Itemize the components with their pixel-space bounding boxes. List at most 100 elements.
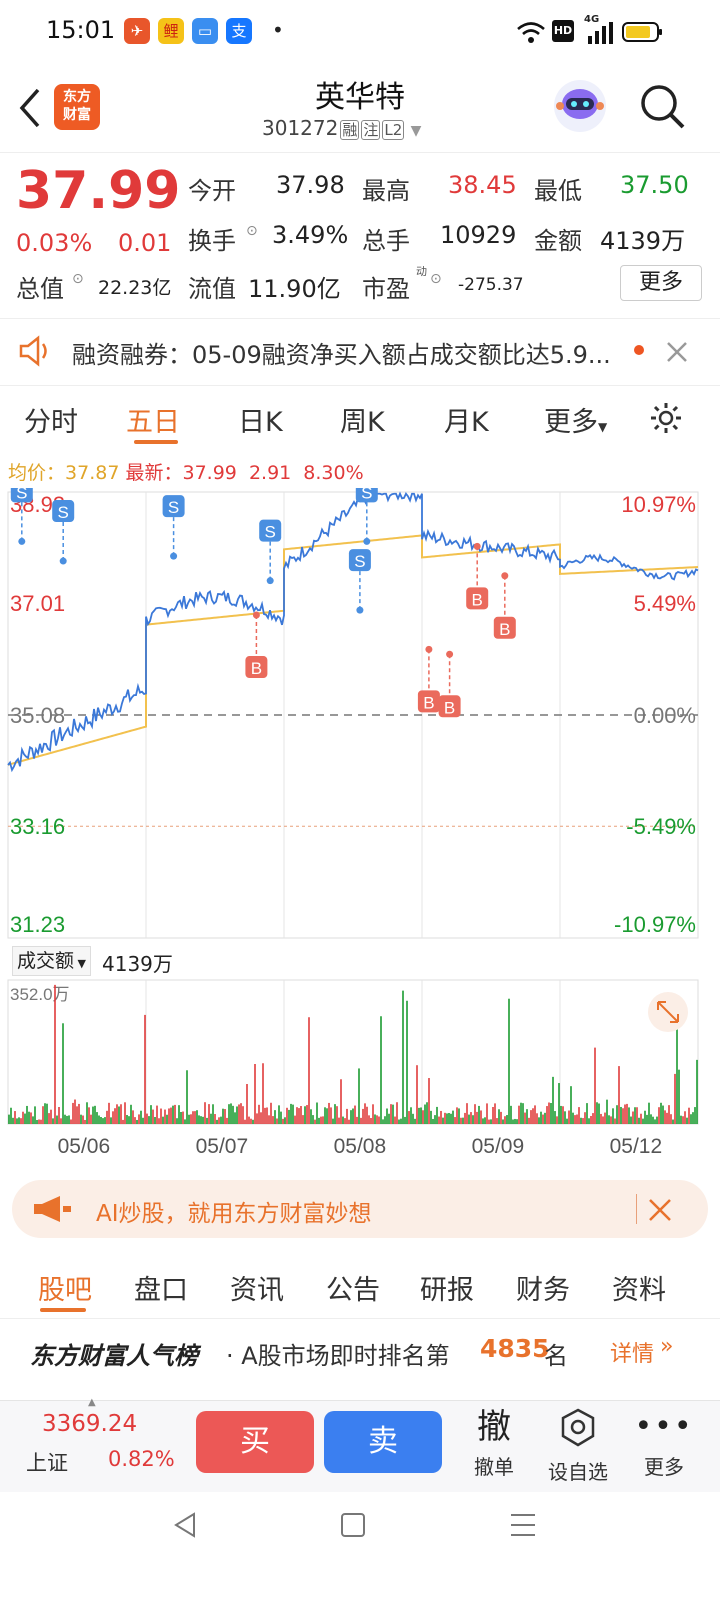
- info-icon[interactable]: ⊙: [72, 271, 84, 287]
- signal-icon: [588, 22, 613, 44]
- last-price: 37.99: [16, 161, 181, 221]
- tab-research[interactable]: 研报: [420, 1275, 474, 1306]
- tab-five-day[interactable]: 五日: [126, 407, 180, 438]
- market-cap-label: 总值: [16, 275, 64, 303]
- app-notification-icon: 鲤: [158, 18, 184, 44]
- index-pct: 0.82%: [108, 1447, 175, 1471]
- sell-button[interactable]: 卖: [324, 1411, 442, 1473]
- system-nav-bar: [0, 1492, 720, 1600]
- marker-label: S: [58, 503, 69, 522]
- chart-period-tabs: 分时 五日 日K 周K 月K 更多▼: [0, 390, 720, 450]
- tab-weekly-k[interactable]: 周K: [340, 407, 385, 438]
- y-tick-label-right: -5.49%: [626, 814, 696, 839]
- settings-gear-icon[interactable]: [648, 400, 684, 436]
- avg-label: 均价：: [8, 462, 66, 484]
- app-notification-icon: ▭: [192, 18, 218, 44]
- sell-marker-badge: [348, 549, 371, 572]
- search-icon[interactable]: [638, 82, 686, 130]
- x-tick-label: 05/12: [610, 1135, 663, 1158]
- price-line: [7, 491, 699, 773]
- low-value: 37.50: [620, 171, 689, 199]
- amount-label: 金额: [534, 227, 582, 255]
- marker-point: [356, 606, 364, 614]
- back-icon[interactable]: [14, 86, 44, 130]
- rank-number: 4835: [480, 1334, 550, 1363]
- cancel-label: 撤单: [474, 1455, 514, 1479]
- tab-monthly-k[interactable]: 月K: [444, 407, 489, 438]
- market-cap-value: 22.23亿: [98, 277, 172, 299]
- volume-selector[interactable]: 成交额 ▼: [12, 946, 91, 976]
- change-percent: 0.03%: [16, 229, 93, 257]
- rank-detail-link[interactable]: 详情: [610, 1342, 655, 1367]
- robot-assistant-icon[interactable]: [552, 78, 608, 134]
- active-tab-indicator: [40, 1308, 86, 1312]
- amount-value: 4139万: [600, 227, 686, 255]
- volume-value: 10929: [440, 221, 517, 249]
- tab-news[interactable]: 资讯: [230, 1275, 284, 1306]
- tab-daily-k[interactable]: 日K: [238, 407, 283, 438]
- close-icon[interactable]: [666, 341, 688, 363]
- marker-point: [18, 537, 26, 545]
- info-icon[interactable]: ⊙: [430, 271, 442, 287]
- avg-value: 37.87: [65, 462, 120, 484]
- status-bar: 15:01 ✈ 鲤 ▭ 支 • HD 4G: [0, 0, 720, 64]
- more-quote-button[interactable]: 更多: [620, 265, 702, 301]
- volume-chart[interactable]: 352.0万 05/06 05/07 05/08 05/09 05/12: [0, 978, 720, 1168]
- volume-selector-label: 成交额: [17, 950, 75, 972]
- watchlist-icon: [561, 1408, 595, 1447]
- tab-orderbook[interactable]: 盘口: [134, 1275, 188, 1306]
- marker-label: B: [444, 698, 455, 717]
- level2-tag: L2: [382, 120, 405, 140]
- buy-button[interactable]: 买: [196, 1411, 314, 1473]
- nav-home-icon[interactable]: [340, 1512, 366, 1538]
- expand-caret-icon[interactable]: ▲: [88, 1397, 96, 1408]
- quote-panel: 37.99 0.03% 0.01 今开 37.98 最高 38.45 最低 37…: [0, 152, 720, 313]
- bottom-trade-bar: ▲ 3369.24 上证 0.82% 买 卖 撤 撤单 设自选 ••• 更多: [0, 1397, 720, 1493]
- buy-marker-badge: [417, 690, 440, 713]
- marker-label: B: [472, 590, 483, 609]
- active-tab-indicator: [134, 440, 178, 444]
- ai-ad-banner[interactable]: AI炒股，就用东方财富妙想: [12, 1180, 708, 1238]
- x-tick-label: 05/08: [334, 1135, 387, 1158]
- margin-tag: 融: [340, 120, 360, 140]
- margin-notice-bar[interactable]: 融资融券：05-09融资净买入额占成交额比达5.9...: [0, 318, 720, 386]
- y-tick-label-right: 0.00%: [634, 703, 696, 728]
- logo-text-line1: 东方: [63, 89, 91, 105]
- dropdown-caret-icon: ▼: [598, 420, 608, 434]
- buy-marker-badge: [466, 587, 489, 610]
- eastmoney-logo: 东方 财富: [54, 84, 100, 130]
- tab-announcements[interactable]: 公告: [326, 1275, 380, 1306]
- y-tick-label-right: -10.97%: [614, 912, 696, 937]
- marker-label: S: [361, 488, 372, 502]
- stock-code-row: 301272 融注 L2 ▼: [262, 116, 421, 140]
- index-name: 上证: [26, 1451, 68, 1475]
- tab-profile[interactable]: 资料: [612, 1275, 666, 1306]
- tab-guba[interactable]: 股吧: [38, 1275, 92, 1306]
- more-dots-icon: •••: [634, 1409, 694, 1444]
- dropdown-caret-icon[interactable]: ▼: [410, 123, 422, 139]
- stock-name: 英华特: [315, 80, 405, 115]
- tab-more[interactable]: 更多▼: [544, 400, 607, 439]
- sell-marker-badge: [259, 519, 282, 542]
- stock-code: 301272: [262, 116, 339, 140]
- marker-point: [501, 572, 509, 580]
- y-tick-label-left: 35.08: [10, 703, 65, 728]
- y-tick-label-left: 33.16: [10, 814, 65, 839]
- open-label: 今开: [188, 177, 236, 205]
- nav-recents-icon[interactable]: [508, 1512, 538, 1538]
- close-icon[interactable]: [648, 1198, 672, 1222]
- five-day-price-chart[interactable]: 38.93 10.97%37.01 5.49%35.08 0.00%33.16 -5.4…: [0, 488, 720, 948]
- average-price-line: [7, 534, 699, 766]
- marker-label: B: [423, 693, 434, 712]
- nav-back-icon[interactable]: [170, 1510, 200, 1540]
- index-value[interactable]: 3369.24: [42, 1411, 138, 1437]
- more-button[interactable]: ••• 更多: [624, 1407, 704, 1480]
- sell-marker-badge: [52, 500, 75, 523]
- add-watchlist-button[interactable]: 设自选: [538, 1407, 618, 1485]
- popularity-rank-row[interactable]: 东方财富人气榜 · A股市场即时排名第 4835 名 详情 »: [0, 1320, 720, 1392]
- tab-finance[interactable]: 财务: [516, 1275, 570, 1306]
- info-icon[interactable]: ⊙: [246, 223, 258, 239]
- tab-intraday[interactable]: 分时: [24, 407, 78, 438]
- cancel-order-button[interactable]: 撤 撤单: [454, 1407, 534, 1480]
- marker-label: S: [16, 488, 27, 502]
